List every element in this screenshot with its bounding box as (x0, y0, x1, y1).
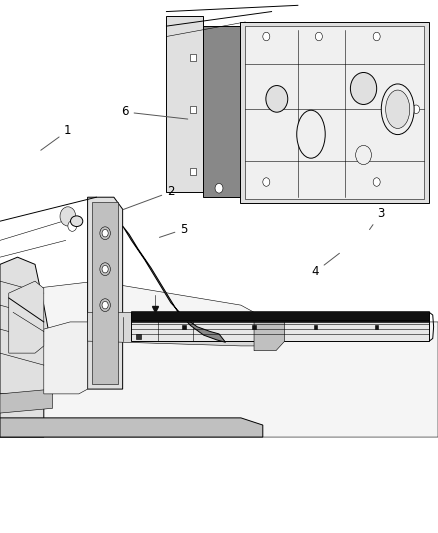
Polygon shape (123, 226, 226, 342)
Text: 5: 5 (159, 223, 187, 237)
Ellipse shape (385, 90, 410, 128)
Circle shape (413, 105, 420, 114)
Circle shape (68, 221, 77, 231)
Circle shape (356, 146, 371, 165)
Text: 1: 1 (41, 124, 72, 150)
Polygon shape (245, 26, 424, 199)
Polygon shape (0, 264, 44, 437)
Bar (131, 312, 429, 341)
Ellipse shape (71, 216, 83, 227)
Circle shape (315, 32, 322, 41)
Circle shape (263, 32, 270, 41)
Text: 6: 6 (121, 106, 188, 119)
Text: 3: 3 (370, 207, 385, 230)
Circle shape (215, 183, 223, 193)
Bar (190, 168, 196, 175)
Text: 4: 4 (311, 253, 339, 278)
Circle shape (102, 265, 108, 273)
Circle shape (60, 207, 76, 226)
Circle shape (102, 229, 108, 237)
Polygon shape (0, 257, 53, 394)
Circle shape (373, 32, 380, 41)
Polygon shape (44, 322, 88, 394)
Bar (131, 311, 429, 322)
Polygon shape (0, 389, 53, 413)
Bar (375, 325, 378, 329)
Ellipse shape (381, 84, 414, 135)
Circle shape (263, 178, 270, 187)
Polygon shape (0, 281, 438, 437)
Circle shape (266, 86, 288, 112)
Circle shape (373, 178, 380, 187)
Polygon shape (240, 22, 429, 203)
Text: 2: 2 (123, 185, 175, 209)
Polygon shape (9, 281, 44, 353)
Polygon shape (203, 26, 240, 197)
Polygon shape (92, 202, 118, 384)
Bar (252, 325, 256, 329)
Polygon shape (88, 197, 123, 389)
Bar (182, 325, 186, 329)
Bar (314, 325, 317, 329)
Bar (190, 54, 196, 61)
Bar (190, 106, 196, 113)
Polygon shape (254, 312, 285, 351)
Polygon shape (88, 312, 263, 346)
Circle shape (102, 302, 108, 309)
Bar (136, 334, 141, 339)
Polygon shape (166, 16, 203, 192)
Polygon shape (0, 418, 263, 437)
Circle shape (350, 72, 377, 104)
Ellipse shape (297, 110, 325, 158)
